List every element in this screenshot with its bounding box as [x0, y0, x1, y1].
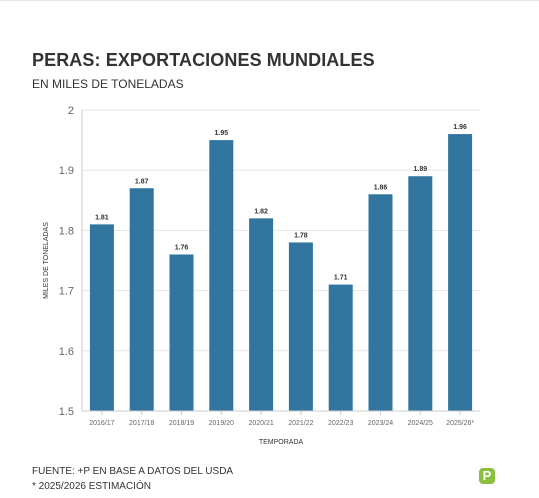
- data-label: 1.87: [135, 178, 149, 185]
- bar: [368, 194, 393, 411]
- x-tick-label: 2025/26*: [446, 420, 474, 427]
- data-label: 1.81: [95, 214, 109, 221]
- data-label: 1.71: [334, 275, 348, 282]
- y-tick-label: 1.6: [59, 346, 74, 358]
- bar: [89, 224, 114, 411]
- y-tick-label: 2: [68, 105, 74, 117]
- data-label: 1.86: [374, 184, 388, 191]
- bar: [169, 254, 194, 411]
- bar: [408, 176, 433, 411]
- estimate-note: * 2025/2026 ESTIMACIÓN: [32, 481, 151, 492]
- x-axis-title: TEMPORADA: [259, 439, 304, 446]
- chart-title: PERAS: EXPORTACIONES MUNDIALES: [32, 50, 375, 70]
- y-axis-title: MILES DE TONELADAS: [43, 222, 50, 299]
- x-tick-label: 2016/17: [89, 420, 114, 427]
- bar: [448, 134, 473, 411]
- bar: [249, 218, 274, 411]
- bar: [288, 242, 313, 411]
- x-tick-label: 2018/19: [169, 420, 194, 427]
- y-tick-label: 1.8: [59, 225, 74, 237]
- data-label: 1.78: [294, 232, 308, 239]
- x-tick-label: 2020/21: [248, 420, 273, 427]
- source-note: FUENTE: +P EN BASE A DATOS DEL USDA: [32, 466, 234, 477]
- x-tick-label: 2023/24: [368, 420, 393, 427]
- y-tick-label: 1.7: [59, 286, 74, 298]
- bar: [328, 284, 353, 411]
- brand-logo-glyph: P: [482, 468, 492, 483]
- x-tick-label: 2019/20: [209, 420, 234, 427]
- data-label: 1.96: [453, 124, 467, 131]
- data-label: 1.95: [214, 130, 228, 137]
- chart-subtitle: EN MILES DE TONELADAS: [32, 77, 184, 91]
- x-tick-label: 2024/25: [408, 420, 433, 427]
- bar-chart: 1.5 1.6 1.7 1.8 1.9 2 1.81 2016/17 1.87 2017/18 1.…: [43, 105, 480, 446]
- data-label: 1.89: [413, 166, 427, 173]
- brand-logo-icon: P: [479, 468, 495, 484]
- bar: [209, 140, 234, 411]
- bar: [129, 188, 154, 411]
- y-tick-label: 1.9: [59, 165, 74, 177]
- x-tick-label: 2021/22: [288, 420, 313, 427]
- data-label: 1.76: [175, 244, 189, 251]
- x-tick-label: 2022/23: [328, 420, 353, 427]
- y-tick-label: 1.5: [59, 406, 74, 418]
- x-tick-label: 2017/18: [129, 420, 154, 427]
- data-label: 1.82: [254, 208, 268, 215]
- top-divider: [0, 0, 539, 1]
